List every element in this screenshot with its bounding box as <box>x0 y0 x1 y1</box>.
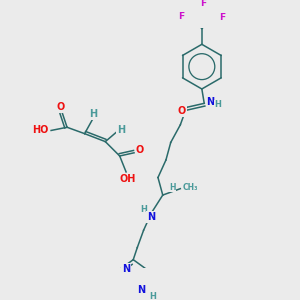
Text: H: H <box>117 125 125 135</box>
Text: H: H <box>89 109 98 119</box>
Text: CH₃: CH₃ <box>183 183 198 192</box>
Text: N: N <box>137 285 145 295</box>
Text: H: H <box>140 205 147 214</box>
Text: O: O <box>136 146 144 155</box>
Text: OH: OH <box>119 174 136 184</box>
Text: F: F <box>178 12 184 21</box>
Text: F: F <box>200 0 206 8</box>
Text: N: N <box>122 264 130 274</box>
Text: O: O <box>56 101 65 112</box>
Text: H: H <box>169 183 176 192</box>
Text: O: O <box>178 106 186 116</box>
Text: H: H <box>149 292 156 300</box>
Text: F: F <box>220 13 226 22</box>
Text: H: H <box>214 100 221 109</box>
Text: N: N <box>147 212 155 222</box>
Text: HO: HO <box>32 125 48 136</box>
Text: N: N <box>207 97 215 107</box>
